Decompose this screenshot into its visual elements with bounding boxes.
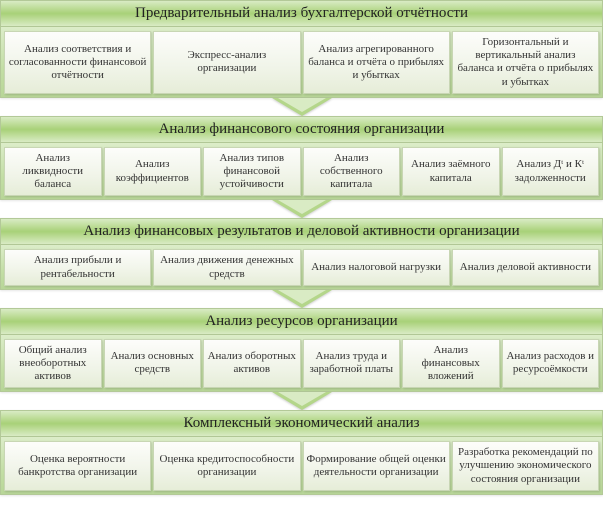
section-body: Анализ прибыли и рентабельностиАнализ дв… — [0, 245, 603, 289]
box: Анализ заёмного капитала — [402, 147, 500, 197]
section-header: Комплексный экономический анализ — [0, 410, 603, 437]
section-header: Анализ финансовых результатов и деловой … — [0, 218, 603, 245]
box: Горизонтальный и вертикальный анализ бал… — [452, 31, 599, 94]
section-0: Предварительный анализ бухгалтерской отч… — [0, 0, 603, 98]
section-header: Предварительный анализ бухгалтерской отч… — [0, 0, 603, 27]
box: Оценка кредитоспособности организации — [153, 441, 300, 491]
arrow-down — [0, 392, 603, 410]
box: Анализ собственного капитала — [303, 147, 401, 197]
box: Анализ Дᵗ и Кᵗ задолженности — [502, 147, 600, 197]
section-header: Анализ ресурсов организации — [0, 308, 603, 335]
box: Анализ прибыли и рентабельности — [4, 249, 151, 285]
section-2: Анализ финансовых результатов и деловой … — [0, 218, 603, 289]
box: Анализ оборотных активов — [203, 339, 301, 389]
box: Общий анализ внеоборотных активов — [4, 339, 102, 389]
box: Анализ соответствия и согласованности фи… — [4, 31, 151, 94]
box: Анализ труда и заработной платы — [303, 339, 401, 389]
section-body: Анализ ликвидности балансаАнализ коэффиц… — [0, 143, 603, 201]
box: Разработка рекомендаций по улучшению эко… — [452, 441, 599, 491]
box: Анализ основных средств — [104, 339, 202, 389]
box: Анализ типов финансовой устойчивости — [203, 147, 301, 197]
arrow-down — [0, 98, 603, 116]
box: Анализ ликвидности баланса — [4, 147, 102, 197]
box: Оценка вероятности банкротства организац… — [4, 441, 151, 491]
section-1: Анализ финансового состояния организации… — [0, 116, 603, 201]
section-4: Комплексный экономический анализ Оценка в… — [0, 410, 603, 495]
section-body: Анализ соответствия и согласованности фи… — [0, 27, 603, 98]
box: Формирование общей оценки деятельности о… — [303, 441, 450, 491]
box: Анализ деловой активности — [452, 249, 599, 285]
box: Экспресс-анализ организации — [153, 31, 300, 94]
box: Анализ расходов и ресурсоёмкости — [502, 339, 600, 389]
section-body: Общий анализ внеоборотных активовАнализ … — [0, 335, 603, 393]
arrow-down — [0, 200, 603, 218]
section-3: Анализ ресурсов организацииОбщий анализ … — [0, 308, 603, 393]
flowchart-root: Предварительный анализ бухгалтерской отч… — [0, 0, 603, 495]
arrow-down — [0, 290, 603, 308]
box: Анализ финансовых вложений — [402, 339, 500, 389]
box: Анализ коэффициентов — [104, 147, 202, 197]
box: Анализ агрегированного баланса и отчёта … — [303, 31, 450, 94]
box: Анализ налоговой нагрузки — [303, 249, 450, 285]
section-header: Анализ финансового состояния организации — [0, 116, 603, 143]
box: Анализ движения денежных средств — [153, 249, 300, 285]
section-body: Оценка вероятности банкротства организац… — [0, 437, 603, 495]
